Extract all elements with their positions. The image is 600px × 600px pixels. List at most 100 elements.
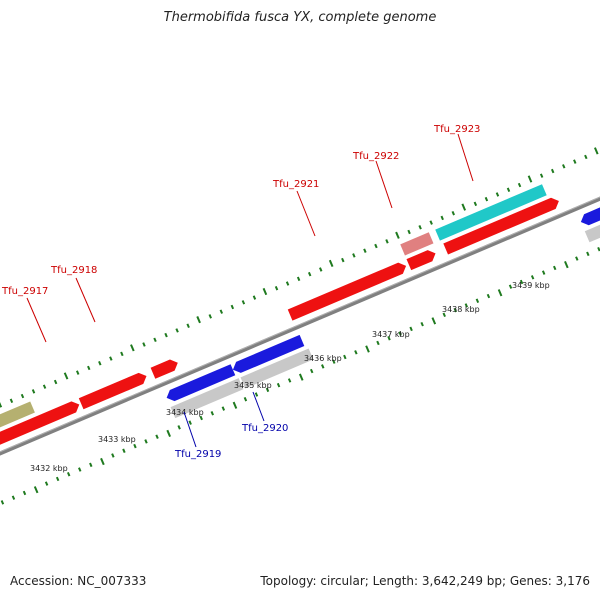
minor-tick xyxy=(310,368,314,374)
minor-tick xyxy=(122,448,126,454)
gene-arrow[interactable] xyxy=(579,204,600,227)
gene-arrow[interactable] xyxy=(443,195,561,255)
major-tick xyxy=(593,147,599,155)
minor-tick xyxy=(553,265,557,271)
tick-label: 3432 kbp xyxy=(30,464,68,473)
major-tick xyxy=(461,203,467,211)
minor-tick xyxy=(219,309,224,314)
minor-tick xyxy=(519,279,524,285)
gene-label-tfu-2917[interactable]: Tfu_2917 xyxy=(1,286,48,297)
major-tick xyxy=(262,287,268,296)
minor-tick xyxy=(442,312,446,318)
major-tick xyxy=(298,373,304,381)
minor-tick xyxy=(55,476,60,482)
minor-tick xyxy=(98,361,102,366)
map-title: Thermobifida fusca YX, complete genome xyxy=(163,10,437,25)
gene-box[interactable] xyxy=(0,401,35,440)
minor-tick xyxy=(208,314,212,319)
leader-line xyxy=(75,277,96,323)
gene-arrow[interactable] xyxy=(231,334,305,375)
major-tick xyxy=(328,259,334,268)
major-tick xyxy=(564,261,569,269)
minor-tick xyxy=(144,439,148,444)
gene-arrow[interactable] xyxy=(150,357,181,379)
minor-tick xyxy=(575,256,579,261)
minor-tick xyxy=(584,154,588,160)
gene-box[interactable] xyxy=(435,184,547,241)
major-tick xyxy=(33,486,39,494)
major-tick xyxy=(497,289,503,297)
minor-tick xyxy=(230,304,235,310)
forward-strand-genes xyxy=(0,184,561,456)
gene-box[interactable] xyxy=(584,219,600,243)
gene-box[interactable] xyxy=(170,378,244,419)
minor-tick xyxy=(343,354,347,360)
major-tick xyxy=(196,316,201,324)
minor-tick xyxy=(495,192,500,197)
major-tick xyxy=(232,401,238,409)
gene-box[interactable] xyxy=(240,348,314,389)
minor-tick xyxy=(109,356,113,361)
minor-tick xyxy=(517,182,522,188)
genome-summary-text: Topology: circular; Length: 3,642,249 bp… xyxy=(260,574,590,588)
gene-arrow[interactable] xyxy=(164,364,236,403)
minor-tick xyxy=(486,293,491,299)
minor-tick xyxy=(285,281,290,286)
minor-tick xyxy=(199,415,203,421)
outer-tick-track xyxy=(0,147,599,408)
minor-tick xyxy=(409,326,413,332)
major-tick xyxy=(166,429,171,438)
gene-label-tfu-2923[interactable]: Tfu_2923 xyxy=(433,124,480,135)
gene-arrow[interactable] xyxy=(78,370,149,410)
major-tick xyxy=(365,345,370,353)
minor-tick xyxy=(120,351,124,357)
minor-tick xyxy=(440,215,444,221)
minor-tick xyxy=(387,336,391,341)
gene-box[interactable] xyxy=(400,232,434,256)
minor-tick xyxy=(506,187,511,192)
gene-label-tfu-2918[interactable]: Tfu_2918 xyxy=(50,265,97,276)
minor-tick xyxy=(142,342,146,347)
minor-tick xyxy=(111,453,115,458)
minor-tick xyxy=(44,481,49,486)
gene-arrow[interactable] xyxy=(0,399,82,456)
minor-tick xyxy=(31,389,36,394)
gene-arrow[interactable] xyxy=(406,248,438,271)
minor-tick xyxy=(188,420,192,425)
minor-tick xyxy=(319,267,323,272)
tick-label: 3434 kbp xyxy=(166,408,204,417)
minor-tick xyxy=(78,467,82,472)
minor-tick xyxy=(541,270,546,275)
major-tick xyxy=(0,400,3,408)
minor-tick xyxy=(376,340,380,346)
minor-tick xyxy=(241,300,246,305)
minor-tick xyxy=(177,425,181,430)
gene-label-tfu-2921[interactable]: Tfu_2921 xyxy=(272,179,319,190)
minor-tick xyxy=(407,229,411,235)
minor-tick xyxy=(155,434,159,439)
minor-tick xyxy=(363,248,367,253)
minor-tick xyxy=(133,443,137,449)
minor-tick xyxy=(42,384,47,389)
major-tick xyxy=(431,317,437,325)
minor-tick xyxy=(11,495,16,500)
gene-label-tfu-2919[interactable]: Tfu_2919 xyxy=(174,449,221,460)
minor-tick xyxy=(276,382,281,388)
minor-tick xyxy=(420,321,424,327)
minor-tick xyxy=(307,271,312,277)
minor-tick xyxy=(164,332,168,338)
leader-line xyxy=(457,133,474,182)
minor-tick xyxy=(243,396,248,402)
minor-tick xyxy=(354,350,358,355)
gene-label-tfu-2920[interactable]: Tfu_2920 xyxy=(241,423,288,434)
gene-label-tfu-2922[interactable]: Tfu_2922 xyxy=(352,151,399,162)
minor-tick xyxy=(352,253,356,258)
minor-tick xyxy=(20,393,25,399)
minor-tick xyxy=(332,359,336,364)
minor-tick xyxy=(9,398,14,403)
major-tick xyxy=(63,372,69,380)
major-tick xyxy=(395,231,400,239)
gene-arrow[interactable] xyxy=(287,260,409,321)
minor-tick xyxy=(254,392,259,397)
